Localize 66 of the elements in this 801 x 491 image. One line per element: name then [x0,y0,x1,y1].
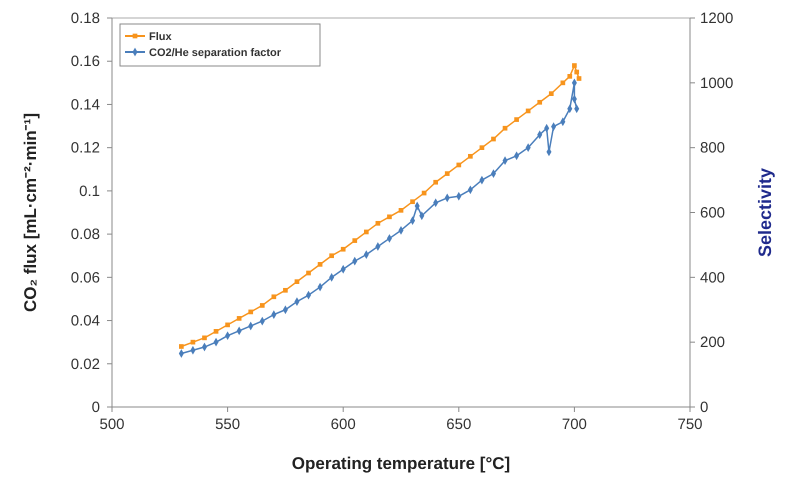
point [179,344,184,349]
point [422,190,426,196]
point [387,214,392,220]
y2-tick-label: 0 [700,399,708,416]
point [202,336,207,340]
y-tick-label: 0.04 [70,312,100,330]
x-tick-label: 650 [446,416,472,433]
y-tick-label: 0.1 [79,182,100,200]
y-tick-label: 0.08 [70,226,100,244]
point [398,208,404,213]
point [283,288,288,293]
point [514,117,519,122]
point [236,316,242,321]
x-tick-label: 600 [330,416,356,433]
point [491,136,496,142]
x-axis-title: Operating temperature [°C] [292,454,510,473]
y-axis-title: CO₂ flux [mL·cm⁻²·min⁻¹] [21,113,40,312]
y-tick-label: 0.02 [70,356,100,373]
x-tick-label: 550 [215,416,240,433]
point [318,262,322,267]
y-tick-label: 0.18 [70,10,100,27]
point [271,294,276,300]
point [574,70,580,74]
point [260,303,265,308]
x-tick-label: 500 [99,416,125,433]
point [567,74,572,79]
point [190,340,196,345]
point [214,329,218,334]
point [548,91,554,96]
y2-tick-label: 400 [700,269,726,286]
point [306,270,311,276]
point [248,310,254,314]
y-tick-label: 0.14 [70,96,100,114]
point [560,80,566,86]
point [364,230,369,234]
point [433,180,438,185]
x-tick-label: 750 [677,416,703,433]
y-tick-label: 0 [92,399,100,416]
y2-axis-title: Selectivity [755,168,775,258]
legend-label: CO2/He separation factor [149,47,282,59]
point [444,171,450,176]
point [468,154,473,159]
point [480,145,484,150]
point [572,63,577,68]
point [225,322,230,328]
point [526,108,531,114]
point [456,162,462,168]
point [576,76,582,81]
point [502,126,508,131]
y-tick-label: 0.16 [70,53,100,70]
point [537,100,542,105]
point [329,253,334,258]
y2-tick-label: 600 [700,204,726,222]
point [352,238,358,243]
y2-tick-label: 1000 [700,74,734,92]
point [376,220,380,226]
y2-tick-label: 200 [700,334,726,352]
x-tick-label: 700 [562,416,587,433]
legend-label: Flux [149,31,172,43]
y-tick-label: 0.06 [70,269,100,286]
point [410,199,415,204]
point [340,246,346,252]
y2-tick-label: 800 [700,140,726,157]
y2-tick-label: 1200 [700,10,734,27]
y-tick-label: 0.12 [70,140,100,157]
point [294,279,300,284]
